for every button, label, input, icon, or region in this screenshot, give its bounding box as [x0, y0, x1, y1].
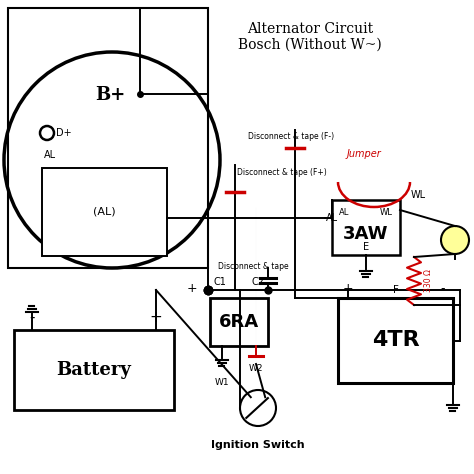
- Bar: [42, 168, 167, 256]
- Text: 6RA: 6RA: [219, 313, 259, 331]
- Bar: [14, 330, 174, 410]
- Text: WL: WL: [410, 190, 426, 200]
- Text: Disconnect & tape: Disconnect & tape: [218, 262, 289, 271]
- Text: WL: WL: [380, 208, 393, 217]
- Text: W2: W2: [249, 364, 263, 373]
- Circle shape: [441, 226, 469, 254]
- Text: -: -: [441, 282, 445, 295]
- Text: B+: B+: [95, 86, 125, 104]
- Bar: [332, 200, 400, 255]
- Bar: [210, 298, 268, 346]
- Text: +: +: [343, 282, 353, 295]
- Text: Bosch (Without W~): Bosch (Without W~): [238, 38, 382, 52]
- Text: C1: C1: [214, 277, 227, 287]
- Text: W1: W1: [215, 378, 229, 387]
- Text: AL: AL: [339, 208, 349, 217]
- Text: Ignition Switch: Ignition Switch: [211, 440, 305, 450]
- Bar: [338, 298, 453, 383]
- Text: Disconnect & tape (F+): Disconnect & tape (F+): [237, 168, 327, 177]
- Text: 4TR: 4TR: [372, 330, 419, 350]
- Bar: [8, 8, 208, 268]
- Text: Disconnect & tape (F-): Disconnect & tape (F-): [248, 132, 334, 141]
- Text: (AL): (AL): [93, 207, 116, 217]
- Text: Battery: Battery: [56, 361, 131, 379]
- Text: -: -: [29, 310, 35, 325]
- Text: D+: D+: [56, 128, 72, 138]
- Text: 330 Ω: 330 Ω: [424, 270, 433, 292]
- Text: 3AW: 3AW: [343, 225, 389, 243]
- Text: E: E: [363, 242, 369, 252]
- Text: +: +: [187, 282, 197, 294]
- Text: Alternator Circuit: Alternator Circuit: [247, 22, 373, 36]
- Text: AL: AL: [326, 213, 338, 223]
- Text: AL: AL: [44, 150, 56, 160]
- Text: +: +: [150, 310, 163, 325]
- Text: F: F: [392, 285, 399, 295]
- Text: C2: C2: [252, 277, 264, 287]
- Text: Jumper: Jumper: [346, 149, 382, 159]
